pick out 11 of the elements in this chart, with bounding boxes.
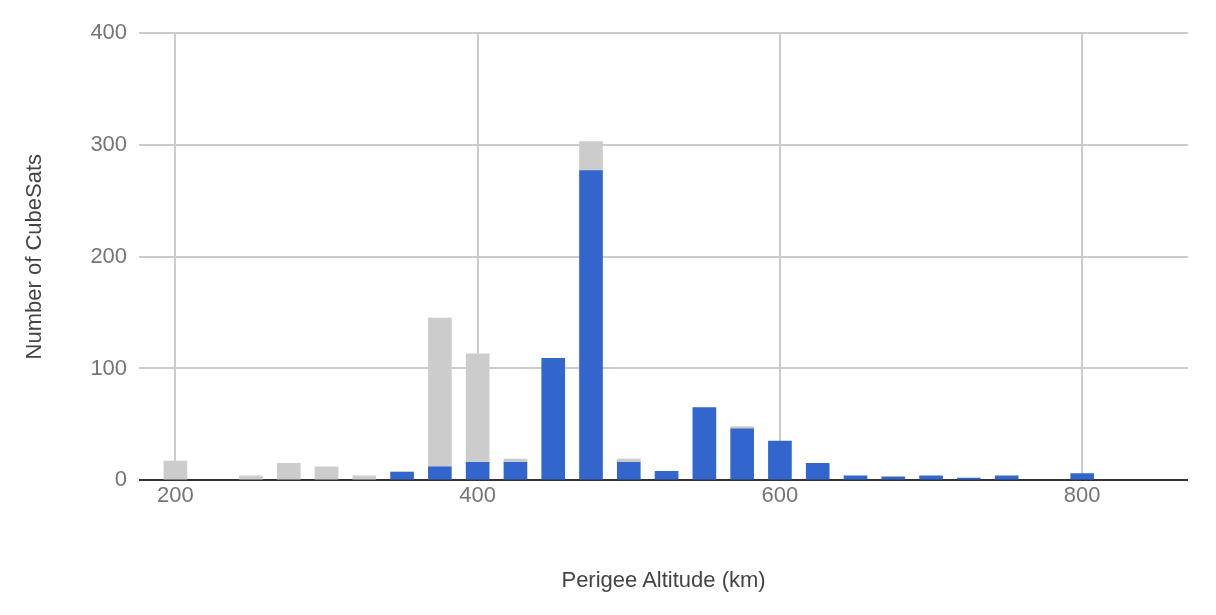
y-tick-label: 300 [90, 131, 128, 157]
x-tick-label: 600 [761, 482, 799, 508]
x-tick-label: 800 [1063, 482, 1101, 508]
x-tick-label: 200 [157, 482, 194, 508]
x-axis-title: Perigee Altitude (km) [561, 566, 766, 592]
y-axis-title: Number of CubeSats [21, 153, 47, 360]
y-tick-label: 0 [114, 466, 128, 492]
y-tick-label: 100 [90, 354, 128, 380]
y-tick-label: 200 [90, 242, 128, 268]
y-tick-label: 400 [90, 19, 128, 45]
x-tick-label: 400 [459, 482, 497, 508]
